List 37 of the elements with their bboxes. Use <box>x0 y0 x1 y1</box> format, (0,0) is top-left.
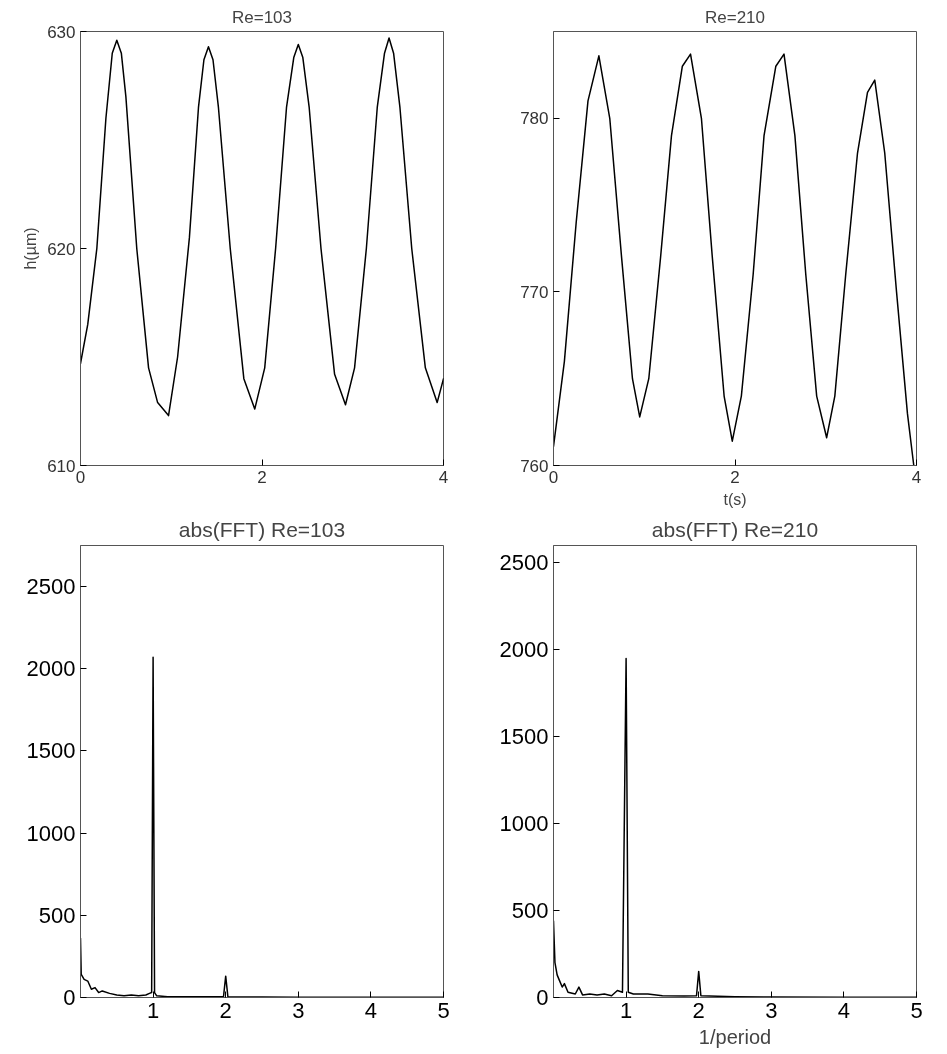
chart-title: abs(FFT) Re=103 <box>178 517 346 541</box>
y-axis-title: h(µm) <box>22 227 40 270</box>
x-tick-label: 5 <box>910 997 923 1023</box>
chart-title: abs(FFT) Re=210 <box>651 517 819 541</box>
x-tick-label: 2 <box>257 467 267 487</box>
x-tick-label: 4 <box>438 467 449 487</box>
y-tick-label: 760 <box>520 456 549 476</box>
y-tick-label: 610 <box>47 456 76 476</box>
y-tick-label: 1500 <box>26 738 76 764</box>
y-tick-label: 1000 <box>499 811 549 837</box>
x-tick-label: 2 <box>219 997 232 1023</box>
chart-title: Re=103 <box>231 7 293 27</box>
x-tick-label: 1 <box>619 997 633 1023</box>
x-tick-label: 2 <box>692 997 705 1023</box>
y-tick-label: 630 <box>47 22 76 42</box>
y-tick-label: 500 <box>38 902 76 928</box>
y-tick-label: 2500 <box>499 550 549 576</box>
y-tick-label: 1500 <box>499 724 549 750</box>
y-tick-label: 2500 <box>26 574 76 600</box>
y-tick-label: 780 <box>520 109 549 129</box>
chart-title: Re=210 <box>704 7 766 27</box>
y-tick-label: 2000 <box>26 656 76 682</box>
x-tick-label: 4 <box>364 997 378 1023</box>
y-tick-label: 1000 <box>26 820 76 846</box>
x-tick-label: 3 <box>292 997 305 1023</box>
y-tick-label: 500 <box>511 898 549 924</box>
x-axis-title: 1/period <box>698 1025 772 1048</box>
x-tick-label: 4 <box>837 997 851 1023</box>
y-tick-label: 770 <box>520 282 549 302</box>
x-tick-label: 3 <box>765 997 778 1023</box>
x-tick-label: 1 <box>146 997 160 1023</box>
x-axis-title: t(s) <box>723 490 747 508</box>
x-tick-label: 4 <box>911 467 922 487</box>
x-tick-label: 5 <box>437 997 450 1023</box>
y-tick-label: 2000 <box>499 637 549 663</box>
x-tick-label: 2 <box>730 467 740 487</box>
y-tick-label: 620 <box>47 239 76 259</box>
